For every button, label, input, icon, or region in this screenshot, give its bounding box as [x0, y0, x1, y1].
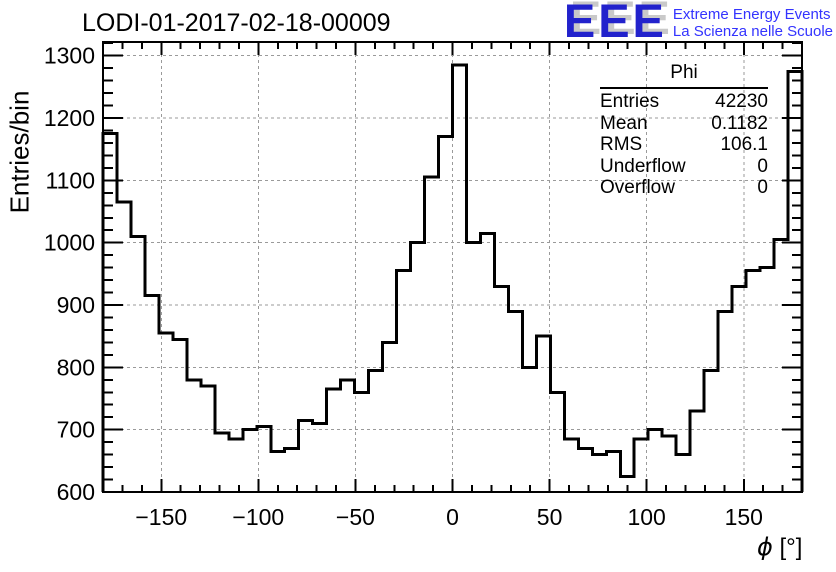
- eee-logo-acronym: EEE: [563, 0, 667, 47]
- eee-logo: EEE Extreme Energy Events La Scienza nel…: [563, 0, 833, 47]
- stats-row-entries: Entries 42230: [600, 91, 768, 112]
- svg-text:900: 900: [57, 292, 95, 318]
- stats-box-rows: Entries 42230 Mean 0.1182 RMS 106.1 Unde…: [600, 89, 768, 199]
- plot-title: LODI-01-2017-02-18-00009: [82, 9, 391, 37]
- stats-box: Phi Entries 42230 Mean 0.1182 RMS 106.1 …: [600, 62, 768, 199]
- svg-text:−150: −150: [135, 504, 187, 530]
- svg-text:1300: 1300: [44, 43, 95, 69]
- stats-row-overflow: Overflow 0: [600, 177, 768, 198]
- phi-symbol: ϕ: [757, 533, 773, 561]
- stats-row-rms: RMS 106.1: [600, 134, 768, 155]
- stats-row-underflow: Underflow 0: [600, 155, 768, 177]
- eee-logo-line1: Extreme Energy Events: [672, 6, 831, 23]
- y-axis-title: Entries/bin: [4, 90, 35, 214]
- svg-text:150: 150: [725, 504, 763, 530]
- svg-text:700: 700: [57, 417, 95, 443]
- svg-text:−100: −100: [232, 504, 284, 530]
- svg-text:800: 800: [57, 354, 95, 380]
- svg-text:1100: 1100: [46, 167, 95, 193]
- eee-logo-text: Extreme Energy Events La Scienza nelle S…: [667, 1, 833, 40]
- svg-text:50: 50: [537, 504, 563, 530]
- svg-text:600: 600: [57, 479, 95, 505]
- svg-text:1200: 1200: [44, 105, 95, 131]
- stats-row-mean: Mean 0.1182: [600, 112, 768, 134]
- svg-text:1000: 1000: [44, 230, 95, 256]
- stats-box-title: Phi: [600, 62, 768, 89]
- svg-text:−50: −50: [336, 504, 375, 530]
- x-axis-units: [°]: [772, 534, 803, 561]
- eee-logo-line2: La Scienza nelle Scuole: [672, 23, 833, 40]
- x-axis-title: ϕ [°]: [757, 533, 802, 562]
- svg-text:100: 100: [627, 504, 665, 530]
- svg-text:0: 0: [446, 504, 459, 530]
